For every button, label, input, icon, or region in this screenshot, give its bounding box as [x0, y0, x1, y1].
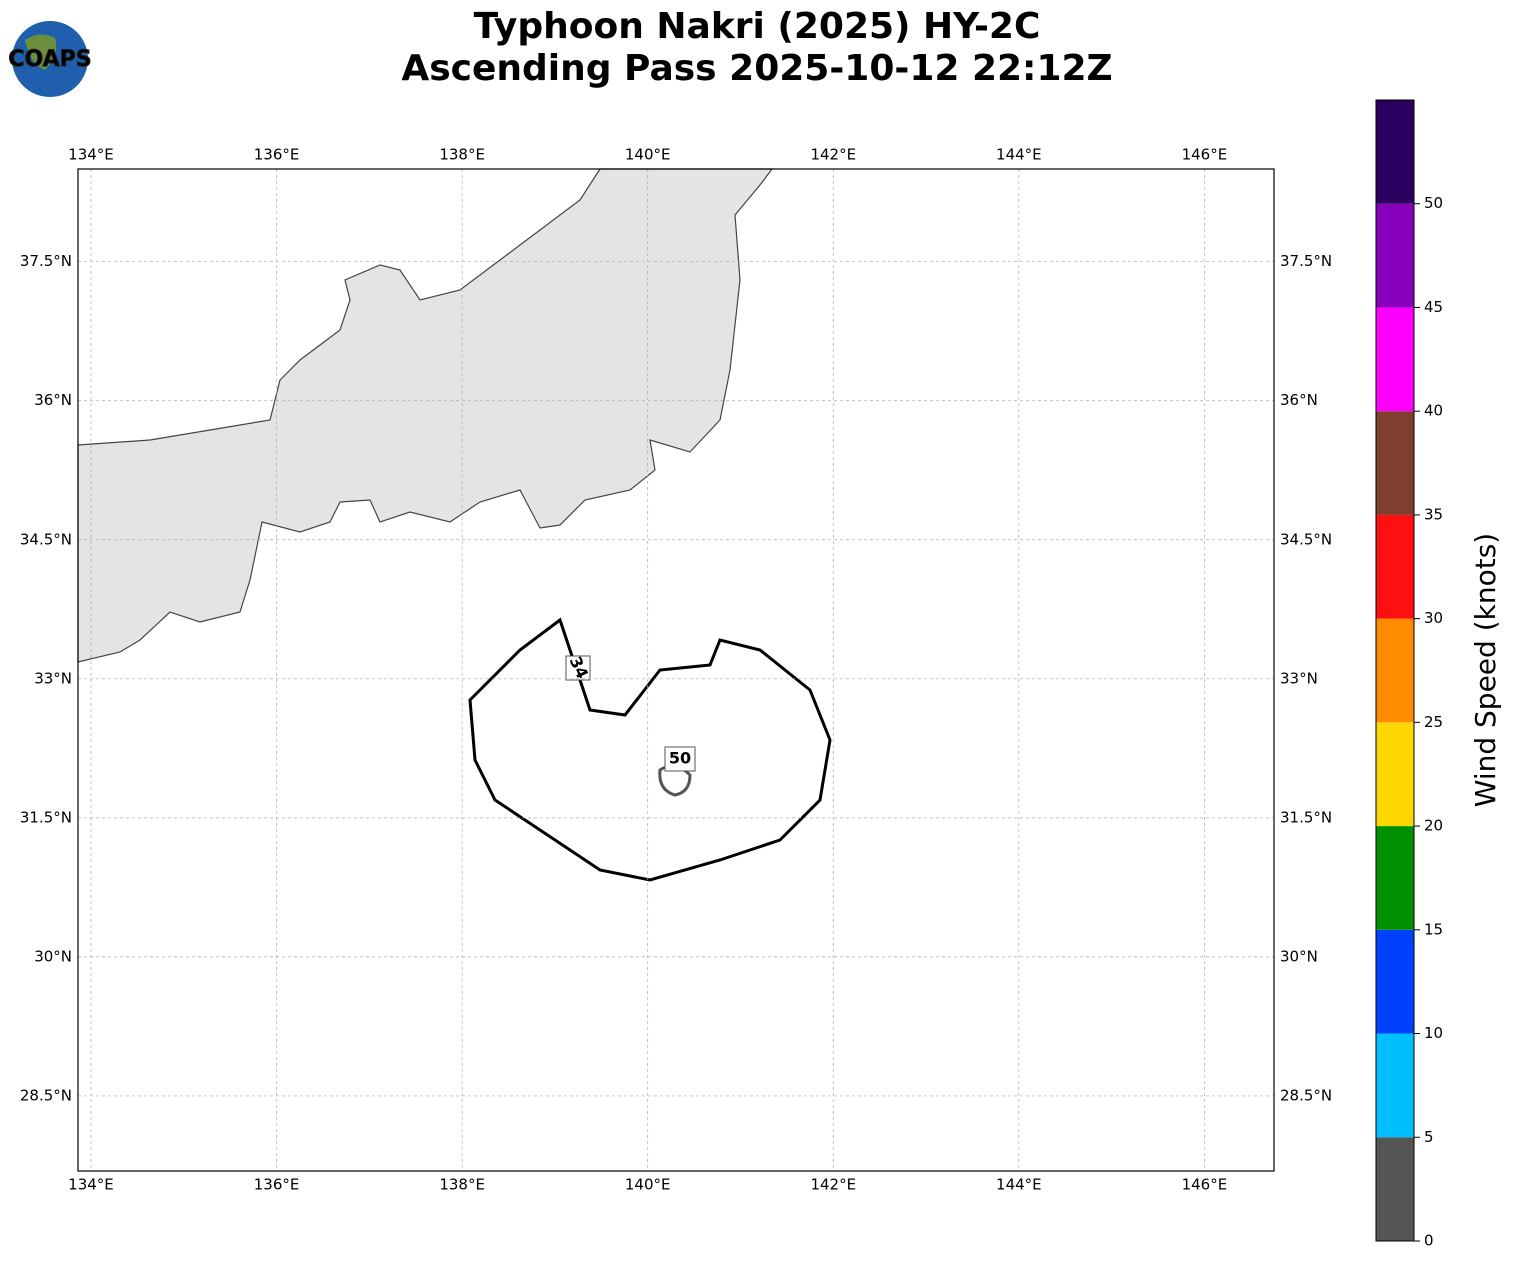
- y-tick-label: 33°N: [1280, 669, 1318, 687]
- x-tick-label: 142°E: [810, 146, 856, 164]
- y-tick-label: 36°N: [34, 391, 72, 409]
- x-tick-label: 142°E: [810, 1176, 856, 1194]
- colorbar-tick-label: 25: [1424, 713, 1443, 731]
- logo-text: COAPS: [8, 47, 91, 72]
- colorbar-tick-label: 15: [1424, 920, 1443, 938]
- colorbar-tick-label: 45: [1424, 298, 1443, 316]
- colorbar-tick-label: 5: [1424, 1128, 1434, 1146]
- x-tick-label: 146°E: [1182, 146, 1228, 164]
- x-tick-label: 144°E: [996, 146, 1042, 164]
- colorbar-frame: [1375, 99, 1415, 1242]
- y-tick-label: 28.5°N: [20, 1086, 72, 1104]
- contour-label-34: 34: [565, 653, 592, 682]
- label-box: [565, 655, 591, 681]
- contour-label: 50: [669, 749, 691, 768]
- colorbar-tick-label: 50: [1424, 194, 1443, 212]
- colorbar-tick-label: 20: [1424, 817, 1443, 835]
- x-tick-label: 140°E: [625, 146, 671, 164]
- y-tick-label: 30°N: [34, 947, 72, 965]
- x-tick-label: 134°E: [68, 146, 114, 164]
- map-frame: [77, 168, 1275, 1172]
- colorbar-tick-label: 0: [1424, 1232, 1434, 1250]
- colorbar-bin: [1376, 722, 1414, 827]
- y-tick-label: 33°N: [34, 669, 72, 687]
- x-tick-label: 144°E: [996, 1176, 1042, 1194]
- y-tick-label: 31.5°N: [20, 808, 72, 826]
- colorbar-bin: [1376, 203, 1414, 308]
- y-tick-label: 37.5°N: [20, 252, 72, 270]
- map-axes: 134°E 134°E 136°E 136°E 138°E 138°E 140°E 140°E…: [20, 146, 1332, 1194]
- x-tick-label: 138°E: [439, 1176, 485, 1194]
- logo-land: [25, 34, 57, 70]
- y-tick-label: 36°N: [1280, 391, 1318, 409]
- colorbar-bin: [1376, 826, 1414, 930]
- title-line: Ascending Pass 2025-10-12 22:12Z: [401, 48, 1112, 89]
- colorbar-bin: [1376, 1033, 1414, 1138]
- y-tick-label: 30°N: [1280, 947, 1318, 965]
- colorbar-tick-label: 40: [1424, 402, 1443, 420]
- x-tick-label: 140°E: [625, 1176, 671, 1194]
- x-tick-label: 146°E: [1182, 1176, 1228, 1194]
- y-tick-label: 34.5°N: [1280, 530, 1332, 548]
- x-tick-label: 136°E: [254, 146, 300, 164]
- land: [77, 168, 774, 663]
- colorbar-label: Wind Speed (knots): [1469, 533, 1502, 807]
- colorbar-tick-label: 10: [1424, 1024, 1443, 1042]
- colorbar: 0 5 10 15 20 25 30 35 40 45 50: [1375, 99, 1443, 1250]
- x-tick-label: 134°E: [68, 1176, 114, 1194]
- x-tick-label: 138°E: [439, 146, 485, 164]
- colorbar-tick-label: 35: [1424, 505, 1443, 523]
- y-tick-label: 28.5°N: [1280, 1086, 1332, 1104]
- y-tick-label: 34.5°N: [20, 530, 72, 548]
- colorbar-bin: [1376, 618, 1414, 723]
- contour-label-50: 50: [664, 746, 696, 772]
- colorbar-bin: [1376, 307, 1414, 412]
- logo: COAPS: [8, 21, 92, 97]
- colorbar-tick-label: 30: [1424, 609, 1443, 627]
- x-tick-label: 136°E: [254, 1176, 300, 1194]
- y-tick-label: 37.5°N: [1280, 252, 1332, 270]
- colorbar-bin: [1376, 411, 1414, 515]
- title-line: Typhoon Nakri (2025) HY-2C: [474, 6, 1041, 47]
- y-tick-label: 31.5°N: [1280, 808, 1332, 826]
- label-box: [664, 746, 696, 772]
- colorbar-bin: [1376, 100, 1414, 204]
- colorbar-bin: [1376, 1137, 1414, 1241]
- colorbar-bin: [1376, 929, 1414, 1034]
- colorbar-bin: [1376, 514, 1414, 619]
